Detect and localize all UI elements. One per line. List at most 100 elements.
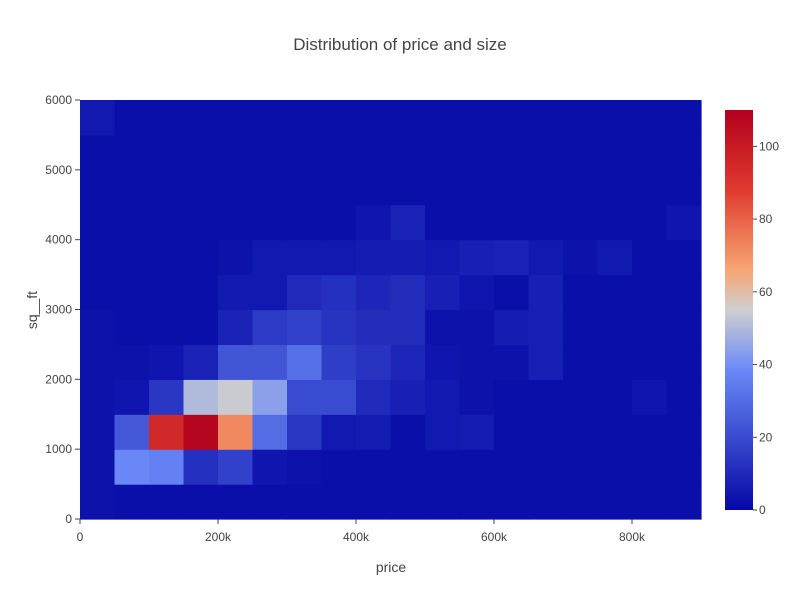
heatmap-cell (287, 134, 323, 171)
heatmap-cell (390, 379, 426, 415)
heatmap-cell (666, 309, 702, 346)
heatmap-cell (666, 239, 702, 276)
heatmap-cell (459, 134, 495, 171)
heatmap-cell (80, 134, 116, 171)
heatmap-cell (80, 100, 116, 136)
heatmap-cell (321, 449, 357, 485)
heatmap-cell (321, 414, 357, 450)
heatmap-cell (390, 309, 426, 346)
heatmap-cell (459, 274, 495, 311)
heatmap-cell (80, 309, 116, 346)
heatmap-cell (632, 484, 668, 520)
heatmap-cells (80, 100, 702, 520)
heatmap-cell (114, 379, 150, 415)
heatmap-cell (459, 414, 495, 450)
heatmap-cell (356, 274, 392, 311)
heatmap-cell (528, 134, 564, 171)
heatmap-cell (425, 100, 461, 136)
heatmap-cell (425, 239, 461, 276)
heatmap-cell (321, 379, 357, 415)
heatmap-cell (390, 239, 426, 276)
y-tick-label: 4000 (45, 233, 72, 247)
heatmap-cell (287, 449, 323, 485)
heatmap-cell (666, 204, 702, 241)
heatmap-cell (563, 449, 599, 485)
heatmap-cell (287, 309, 323, 346)
heatmap-cell (321, 309, 357, 346)
heatmap-cell (356, 344, 392, 380)
heatmap-cell (494, 309, 530, 346)
heatmap-cell (149, 100, 185, 136)
heatmap-cell (149, 414, 185, 450)
heatmap-cell (149, 204, 185, 241)
heatmap-cell (218, 239, 254, 276)
heatmap-cell (632, 239, 668, 276)
heatmap-cell (597, 344, 633, 380)
heatmap-cell (459, 309, 495, 346)
heatmap-cell (666, 449, 702, 485)
heatmap-cell (114, 134, 150, 171)
x-tick-label: 200k (205, 530, 232, 544)
heatmap-cell (252, 274, 288, 311)
y-tick-label: 3000 (45, 303, 72, 317)
heatmap-cell (114, 100, 150, 136)
heatmap-cell (425, 309, 461, 346)
heatmap-cell (597, 274, 633, 311)
heatmap-cell (356, 169, 392, 206)
heatmap-cell (252, 100, 288, 136)
heatmap-cell (356, 309, 392, 346)
heatmap-cell (149, 274, 185, 311)
heatmap-cell (252, 134, 288, 171)
heatmap-cell (390, 204, 426, 241)
heatmap-cell (563, 274, 599, 311)
heatmap-cell (425, 449, 461, 485)
heatmap-cell (356, 449, 392, 485)
heatmap-cell (666, 134, 702, 171)
heatmap-cell (218, 309, 254, 346)
heatmap-cell (390, 449, 426, 485)
heatmap-cell (287, 414, 323, 450)
heatmap-cell (632, 169, 668, 206)
heatmap-cell (321, 239, 357, 276)
y-tick-label: 0 (65, 512, 72, 526)
heatmap-cell (183, 484, 219, 520)
heatmap-cell (632, 309, 668, 346)
heatmap-cell (459, 239, 495, 276)
heatmap-cell (563, 239, 599, 276)
heatmap-cell (149, 134, 185, 171)
heatmap-cell (597, 414, 633, 450)
heatmap-cell (632, 204, 668, 241)
heatmap-cell (218, 449, 254, 485)
heatmap-cell (80, 449, 116, 485)
heatmap-cell (528, 309, 564, 346)
heatmap-cell (459, 100, 495, 136)
heatmap-cell (183, 169, 219, 206)
heatmap-cell (218, 344, 254, 380)
x-axis-title: price (376, 559, 407, 575)
heatmap-cell (390, 100, 426, 136)
heatmap-cell (287, 169, 323, 206)
heatmap-cell (183, 344, 219, 380)
heatmap-cell (80, 379, 116, 415)
heatmap-cell (390, 134, 426, 171)
heatmap-cell (494, 484, 530, 520)
colorbar: 0 20 40 60 80 100 (725, 110, 779, 517)
heatmap-cell (218, 484, 254, 520)
heatmap-cell (80, 414, 116, 450)
heatmap-cell (287, 344, 323, 380)
heatmap-cell (597, 239, 633, 276)
heatmap-cell (183, 134, 219, 171)
heatmap-cell (321, 344, 357, 380)
colorbar-tick-label: 60 (759, 285, 773, 299)
heatmap-cell (218, 274, 254, 311)
heatmap-cell (666, 274, 702, 311)
heatmap-cell (597, 379, 633, 415)
heatmap-cell (459, 449, 495, 485)
heatmap-cell (494, 100, 530, 136)
colorbar-tick-label: 0 (759, 503, 766, 517)
y-tick-label: 5000 (45, 163, 72, 177)
heatmap-cell (563, 414, 599, 450)
heatmap-cell (666, 414, 702, 450)
